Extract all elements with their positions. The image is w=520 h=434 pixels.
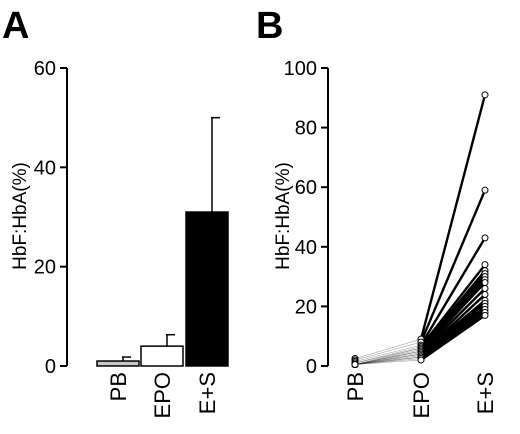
series-line-9 [420, 287, 486, 354]
series-link-13 [354, 356, 422, 365]
series-link-4 [354, 347, 422, 364]
point-2-2 [481, 234, 489, 242]
series-link-12 [354, 355, 422, 365]
point-9-2 [481, 285, 489, 293]
series-link-15 [354, 358, 422, 365]
y-tick-label-b-4: 80 [295, 118, 317, 140]
series-line-14 [420, 308, 486, 359]
x-label-a-0: PB [106, 372, 131, 401]
y-tick-label-a-3: 60 [34, 58, 56, 80]
series-link-0 [354, 338, 422, 359]
x-labels-b: PB EPO E+S [343, 372, 498, 418]
point-3-2 [481, 261, 489, 269]
series-line-11 [420, 299, 486, 355]
y-tick-label-b-1: 20 [295, 296, 317, 318]
x-label-b-2: E+S [473, 372, 498, 414]
y-tick-label-b-5: 100 [284, 58, 317, 80]
x-labels-a: PB EPO E+S [106, 372, 220, 418]
series-line-1 [419, 189, 487, 343]
series-line-16 [420, 314, 486, 362]
series-link-7 [354, 350, 422, 365]
bars-a [96, 116, 229, 367]
series-line-3 [420, 263, 486, 348]
y-tick-label-b-2: 40 [295, 237, 317, 259]
series-link-8 [354, 350, 422, 365]
x-label-b-1: EPO [409, 372, 434, 418]
series-link-6 [354, 349, 422, 365]
panel-letter-b: B [256, 5, 283, 47]
y-tick-label-a-0: 0 [45, 356, 56, 378]
lines-b [351, 91, 489, 369]
series-link-14 [354, 356, 422, 365]
y-tick-label-b-3: 60 [295, 177, 317, 199]
series-line-12 [420, 302, 486, 357]
point-16-0 [351, 361, 359, 369]
point-0-2 [481, 91, 489, 99]
y-axis-title-a: HbF:HbA(%) [10, 162, 31, 270]
y-axis-title-b: HbF:HbA(%) [273, 162, 294, 270]
y-tick-label-a-2: 40 [34, 157, 56, 179]
series-link-16 [354, 359, 422, 365]
bar-pb [96, 360, 140, 367]
series-link-9 [354, 352, 422, 365]
series-line-8 [420, 281, 486, 352]
point-1-2 [481, 186, 489, 194]
panel-letter-a: A [2, 5, 29, 47]
x-label-a-1: EPO [150, 372, 175, 418]
series-link-10 [354, 353, 422, 365]
point-16-1 [417, 356, 425, 364]
point-8-2 [481, 279, 489, 287]
series-line-0 [419, 94, 487, 340]
series-line-2 [419, 237, 487, 346]
y-tick-label-a-1: 20 [34, 257, 56, 279]
point-16-2 [481, 311, 489, 319]
y-ticks-a: 0 20 40 60 [34, 58, 67, 378]
series-line-15 [420, 311, 486, 360]
series-link-11 [354, 353, 422, 365]
series-link-5 [354, 347, 422, 365]
series-link-3 [354, 346, 422, 364]
panel-b: B HbF:HbA(%) 0 20 40 60 80 100 PB EPO E+S [256, 5, 498, 418]
series-link-2 [354, 344, 422, 362]
x-label-a-2: E+S [195, 372, 220, 414]
series-link-1 [354, 341, 422, 361]
x-label-b-0: PB [343, 372, 368, 401]
y-tick-label-b-0: 0 [306, 356, 317, 378]
point-10-2 [481, 290, 489, 298]
bar-epo [140, 345, 184, 367]
bar-es [185, 211, 229, 367]
panel-a: A HbF:HbA(%) 0 20 40 60 PB EPO E+S [2, 5, 229, 418]
y-ticks-b: 0 20 40 60 80 100 [284, 58, 328, 378]
